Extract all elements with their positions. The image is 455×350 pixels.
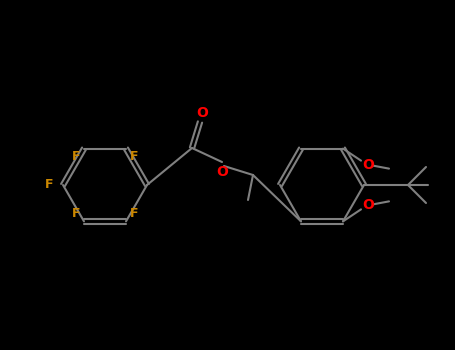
- Text: F: F: [130, 207, 138, 220]
- Text: F: F: [72, 150, 80, 163]
- Text: F: F: [130, 150, 138, 163]
- Text: F: F: [45, 178, 53, 191]
- Text: F: F: [72, 207, 80, 220]
- Text: O: O: [362, 198, 374, 212]
- Text: O: O: [362, 158, 374, 172]
- Text: O: O: [196, 106, 208, 120]
- Text: O: O: [216, 165, 228, 179]
